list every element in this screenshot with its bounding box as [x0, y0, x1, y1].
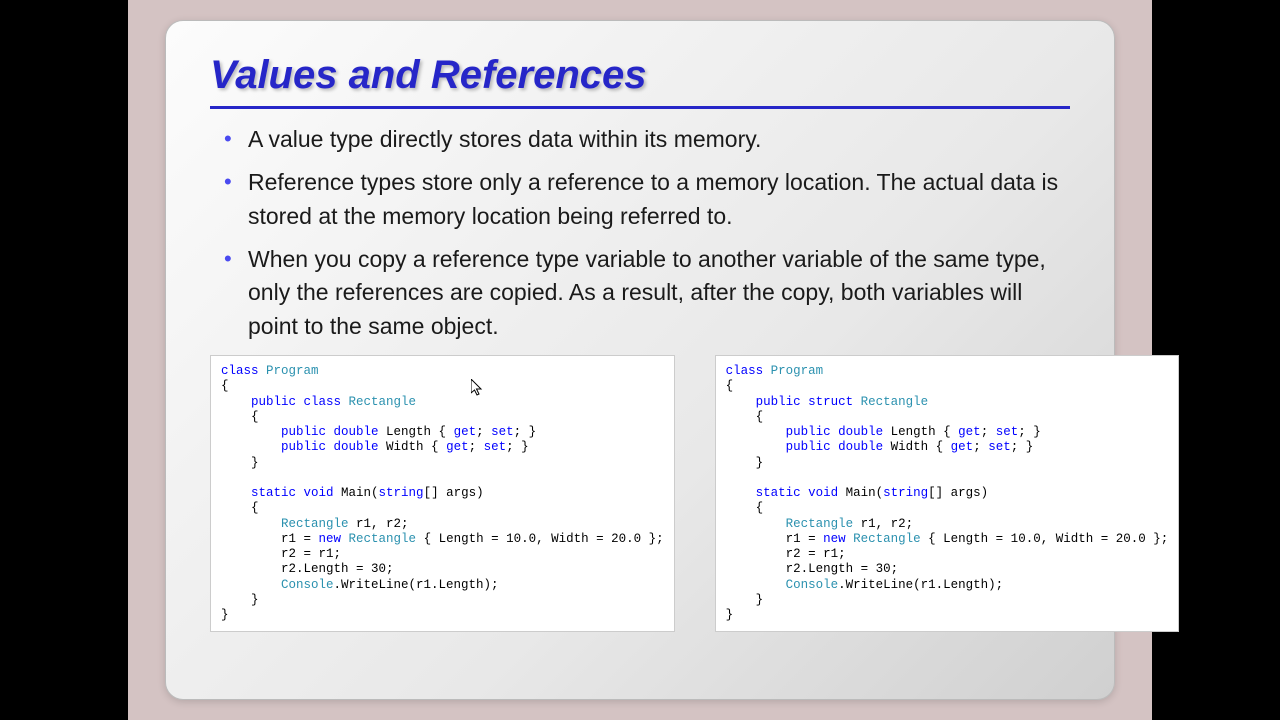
code-box-struct: class Program { public struct Rectangle …: [715, 355, 1180, 632]
title-underline: [210, 106, 1070, 109]
slide-title: Values and References: [210, 53, 1070, 98]
slide: Values and References A value type direc…: [165, 20, 1115, 700]
bullet-item: When you copy a reference type variable …: [210, 243, 1070, 343]
code-row: class Program { public class Rectangle {…: [210, 355, 1070, 632]
bullet-item: Reference types store only a reference t…: [210, 166, 1070, 233]
code-box-class: class Program { public class Rectangle {…: [210, 355, 675, 632]
bullet-item: A value type directly stores data within…: [210, 123, 1070, 156]
bullet-list: A value type directly stores data within…: [210, 123, 1070, 343]
presentation-frame: Values and References A value type direc…: [128, 0, 1152, 720]
